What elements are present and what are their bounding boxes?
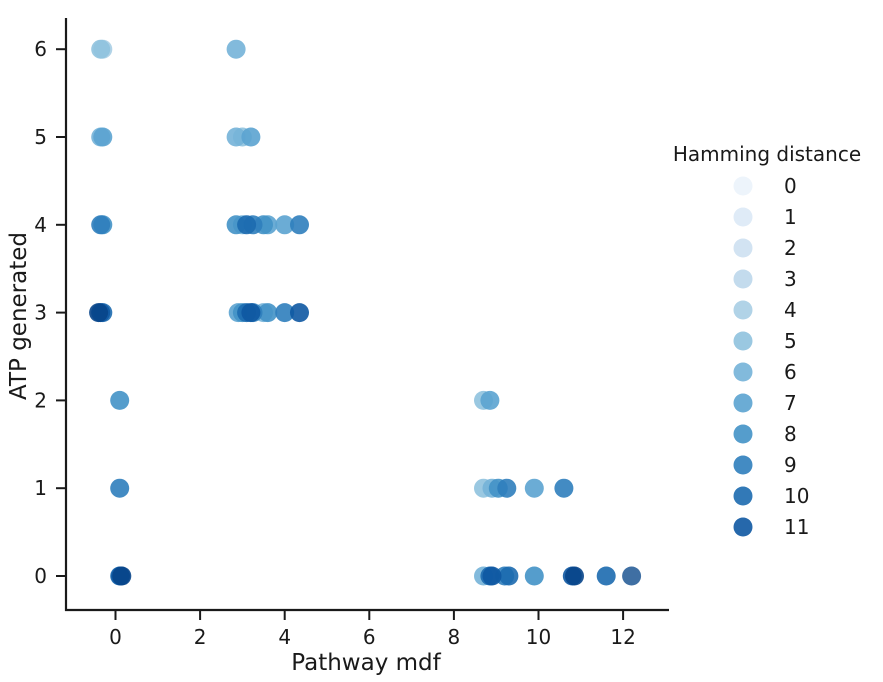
legend-label: 7 bbox=[784, 391, 797, 415]
x-tick-label: 6 bbox=[363, 625, 376, 649]
legend-marker bbox=[733, 269, 753, 289]
x-tick-label: 4 bbox=[278, 625, 291, 649]
legend: Hamming distance 0 1 2 3 4 5 6 7 8 9 10 11 bbox=[673, 142, 861, 539]
legend-marker bbox=[733, 455, 753, 475]
legend-label: 3 bbox=[784, 267, 797, 291]
data-point bbox=[275, 303, 295, 323]
y-tick-label: 3 bbox=[34, 301, 47, 325]
legend-label: 1 bbox=[784, 205, 797, 229]
legend-label: 2 bbox=[784, 236, 797, 260]
y-tick-label: 5 bbox=[34, 125, 47, 149]
data-point bbox=[275, 215, 295, 235]
data-point bbox=[480, 390, 500, 410]
legend-title: Hamming distance bbox=[673, 142, 861, 166]
legend-marker bbox=[733, 238, 753, 258]
x-axis-title: Pathway mdf bbox=[291, 650, 441, 676]
x-ticks: 0 2 4 6 8 10 12 bbox=[109, 610, 636, 649]
y-tick-label: 2 bbox=[34, 388, 47, 412]
legend-marker bbox=[733, 517, 753, 537]
data-point bbox=[93, 127, 113, 147]
legend-label: 4 bbox=[784, 298, 797, 322]
data-point bbox=[241, 127, 261, 147]
y-axis-title: ATP generated bbox=[6, 232, 32, 400]
data-point bbox=[91, 39, 111, 59]
axes bbox=[64, 18, 669, 612]
x-tick-label: 0 bbox=[109, 625, 122, 649]
legend-label: 8 bbox=[784, 422, 797, 446]
legend-label: 11 bbox=[784, 515, 809, 539]
legend-marker bbox=[733, 393, 753, 413]
data-point bbox=[596, 566, 616, 586]
data-point bbox=[110, 390, 130, 410]
legend-label: 10 bbox=[784, 484, 809, 508]
data-point bbox=[226, 127, 246, 147]
y-ticks: 0 1 2 3 4 5 6 bbox=[34, 37, 66, 588]
legend-marker bbox=[733, 424, 753, 444]
data-point bbox=[237, 215, 257, 235]
data-point bbox=[622, 566, 642, 586]
data-point bbox=[112, 566, 132, 586]
y-tick-label: 4 bbox=[34, 213, 47, 237]
data-point bbox=[290, 303, 309, 323]
y-tick-label: 1 bbox=[34, 476, 47, 500]
legend-marker bbox=[733, 176, 753, 196]
data-point bbox=[482, 566, 502, 586]
data-point bbox=[290, 215, 309, 235]
legend-label: 5 bbox=[784, 329, 797, 353]
legend-label: 0 bbox=[784, 174, 797, 198]
data-point bbox=[499, 566, 519, 586]
legend-marker bbox=[733, 362, 753, 382]
data-points bbox=[89, 39, 642, 586]
data-point bbox=[241, 303, 261, 323]
legend-marker bbox=[733, 207, 753, 227]
data-point bbox=[89, 303, 109, 323]
legend-label: 6 bbox=[784, 360, 797, 384]
y-tick-label: 6 bbox=[34, 37, 47, 61]
legend-marker bbox=[733, 300, 753, 320]
y-tick-label: 0 bbox=[34, 564, 47, 588]
data-point bbox=[565, 566, 584, 586]
legend-marker bbox=[733, 331, 753, 351]
data-point bbox=[258, 303, 278, 323]
data-point bbox=[497, 478, 517, 498]
x-tick-label: 8 bbox=[448, 625, 461, 649]
data-point bbox=[524, 478, 544, 498]
x-tick-label: 12 bbox=[610, 625, 635, 649]
legend-marker bbox=[733, 486, 753, 506]
data-point bbox=[91, 215, 111, 235]
x-tick-label: 2 bbox=[194, 625, 207, 649]
data-point bbox=[554, 478, 574, 498]
data-point bbox=[110, 478, 130, 498]
legend-label: 9 bbox=[784, 453, 797, 477]
data-point bbox=[226, 39, 246, 59]
data-point bbox=[524, 566, 544, 586]
x-tick-label: 10 bbox=[526, 625, 551, 649]
